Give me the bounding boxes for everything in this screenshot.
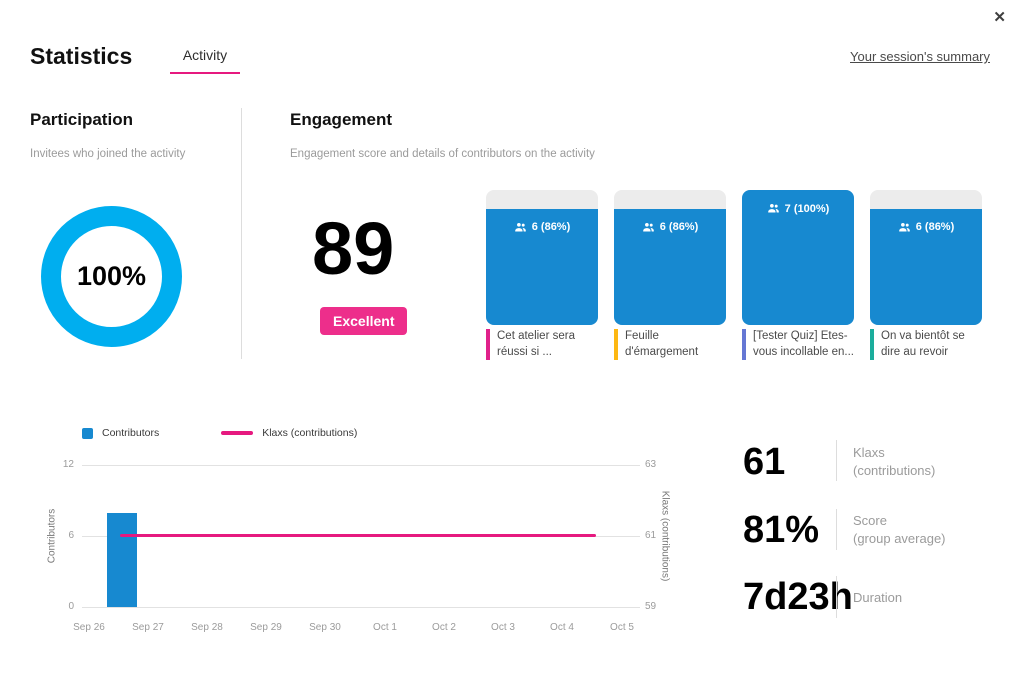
klaxs-line — [120, 534, 596, 537]
people-icon — [514, 222, 526, 232]
stat-score-label: Score (group average) — [853, 513, 946, 546]
y-left-tick: 12 — [62, 459, 74, 470]
y-left-tick: 0 — [68, 601, 74, 612]
legend-contributors-label: Contributors — [102, 427, 160, 439]
engagement-score: 89 — [312, 207, 395, 290]
stat-duration-label: Duration — [853, 590, 903, 605]
session-summary-link[interactable]: Your session's summary — [850, 49, 990, 64]
stat-score-value: 81% — [743, 509, 820, 551]
tab-active-underline — [170, 72, 240, 74]
close-icon[interactable]: ✕ — [993, 9, 1006, 26]
stat-duration-value: 7d23h — [743, 576, 853, 618]
engagement-score-badge: Excellent — [320, 307, 408, 335]
x-axis-label: Sep 29 — [250, 622, 282, 633]
x-axis-label: Oct 3 — [491, 622, 515, 633]
card-fill-bar: 6 (86%) — [870, 208, 982, 325]
contribution-card: 6 (86%) — [614, 190, 726, 325]
y-right-tick: 63 — [645, 459, 657, 470]
card-label: Feuille d'émargement — [614, 329, 726, 361]
stat-divider — [836, 509, 837, 550]
people-icon — [767, 203, 779, 213]
card-fill-bar: 6 (86%) — [486, 208, 598, 325]
contributors-bar-sep26 — [107, 513, 137, 607]
legend-item-contributors[interactable]: Contributors — [82, 427, 159, 439]
x-axis-label: Oct 1 — [373, 622, 397, 633]
klaxs-line-swatch-icon — [221, 431, 254, 435]
tab-activity[interactable]: Activity — [170, 47, 240, 74]
x-axis-label: Sep 26 — [73, 622, 105, 633]
legend-klaxs-label: Klaxs (contributions) — [262, 427, 358, 439]
gridline-bottom — [82, 607, 640, 608]
engagement-title: Engagement — [290, 110, 393, 129]
x-axis-label: Sep 27 — [132, 622, 164, 633]
y-left-tick: 6 — [68, 530, 74, 541]
participation-donut-chart: 100% — [41, 206, 182, 347]
stat-divider — [836, 576, 837, 618]
y-axis-label-klaxs: Klaxs (contributions) — [659, 490, 671, 582]
card-label: [Tester Quiz] Etes-vous incollable en... — [742, 329, 854, 361]
stat-klaxs-label: Klaxs (contributions) — [853, 445, 936, 478]
x-axis-label: Oct 2 — [432, 622, 456, 633]
contribution-card: 6 (86%) — [486, 190, 598, 325]
card-count-label: 7 (100%) — [784, 202, 830, 215]
participation-percent: 100% — [76, 261, 147, 291]
card-fill-bar: 7 (100%) — [742, 190, 854, 325]
contributors-swatch-icon — [82, 427, 93, 439]
participation-section: Participation Invitees who joined the ac… — [30, 110, 235, 160]
card-count-label: 6 (86%) — [659, 221, 699, 234]
engagement-subtitle: Engagement score and details of contribu… — [290, 148, 595, 160]
gridline-top — [82, 465, 640, 466]
card-count-label: 6 (86%) — [531, 221, 571, 234]
participation-title: Participation — [30, 110, 133, 129]
people-icon — [898, 222, 910, 232]
chart-legend: Contributors Klaxs (contributions) — [82, 427, 357, 439]
x-axis-label: Oct 5 — [610, 622, 634, 633]
page-title: Statistics — [30, 43, 133, 69]
section-divider — [241, 108, 242, 359]
contribution-card: 7 (100%) — [742, 190, 854, 325]
x-axis-label: Sep 28 — [191, 622, 223, 633]
people-icon — [642, 222, 654, 232]
tab-activity-label: Activity — [182, 47, 228, 63]
stat-klaxs-value: 61 — [743, 441, 786, 483]
x-axis-label: Sep 30 — [309, 622, 341, 633]
y-axis-label-contributors: Contributors — [46, 508, 58, 564]
legend-item-klaxs[interactable]: Klaxs (contributions) — [221, 427, 357, 439]
contribution-card: 6 (86%) — [870, 190, 982, 325]
engagement-section: Engagement Engagement score and details … — [290, 110, 990, 160]
participation-subtitle: Invitees who joined the activity — [30, 148, 186, 160]
card-label: On va bientôt se dire au revoir — [870, 329, 982, 361]
card-fill-bar: 6 (86%) — [614, 208, 726, 325]
y-right-tick: 61 — [645, 530, 657, 541]
stat-divider — [836, 440, 837, 481]
card-label: Cet atelier sera réussi si ... — [486, 329, 598, 361]
card-count-label: 6 (86%) — [915, 221, 955, 234]
x-axis-label: Oct 4 — [550, 622, 574, 633]
y-right-tick: 59 — [645, 601, 657, 612]
